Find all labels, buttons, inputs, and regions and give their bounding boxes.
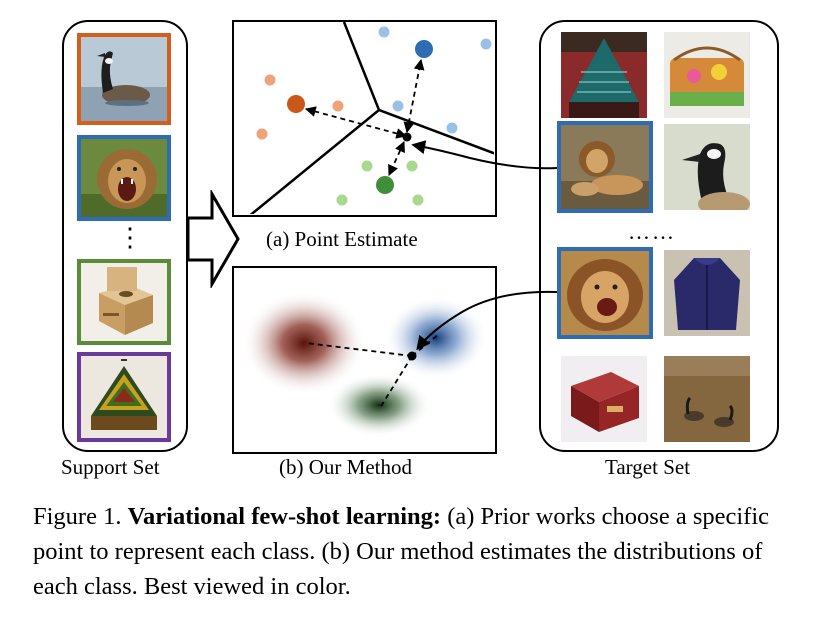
target-image-red-box (561, 356, 647, 442)
green-class-distribution (327, 373, 431, 437)
decision-boundary (248, 109, 380, 215)
blue-sample-point (480, 38, 492, 50)
red-box-photo-icon (561, 356, 647, 442)
figure-caption: Figure 1. Variational few-shot learning:… (33, 499, 813, 604)
target-image-lion-face (557, 247, 653, 339)
decision-boundary (342, 22, 381, 111)
geese-field-photo-icon (664, 356, 750, 442)
our-method-plot (242, 291, 488, 437)
caption-text: (a) Prior works choose a specific point … (33, 503, 770, 600)
target-image-lions-resting (557, 121, 653, 213)
target-image-blue-jacket (664, 250, 750, 336)
decision-boundary (378, 108, 495, 155)
lions-resting-photo-icon (561, 125, 649, 209)
goose-head-photo-icon (664, 124, 750, 210)
support-image-goose (77, 33, 171, 125)
support-image-poncho (77, 352, 171, 442)
goose-photo-icon (81, 37, 167, 121)
transition-arrow-icon (186, 190, 240, 288)
panel-a-label: (a) Point Estimate (266, 227, 418, 251)
poncho-photo-icon (81, 356, 167, 438)
shit-box-photo-icon (81, 263, 167, 341)
orange-sample-point (332, 100, 344, 112)
point-estimate-panel (232, 20, 497, 217)
orange-sample-point (256, 128, 268, 140)
blue-class-prototype (415, 40, 433, 58)
brown-class-distribution (242, 291, 366, 395)
support-set-label: Support Set (61, 455, 160, 479)
support-vertical-ellipsis: ⋮ (117, 223, 145, 252)
orange-sample-point (264, 74, 276, 86)
green-sample-point (406, 160, 418, 172)
green-sample-point (336, 194, 348, 206)
green-class-prototype (376, 176, 394, 194)
green-sample-point (361, 160, 373, 172)
target-horizontal-ellipsis: …… (628, 219, 676, 244)
blue-class-distribution (384, 296, 488, 380)
our-method-panel (232, 266, 497, 454)
query-point (407, 351, 417, 361)
target-image-geese-field (664, 356, 750, 442)
target-image-poncho (561, 32, 647, 118)
orange-class-prototype (287, 95, 305, 113)
poncho-photo-icon (561, 32, 647, 118)
lion-roaring-photo-icon (81, 139, 167, 217)
caption-bold-title: Variational few-shot learning: (127, 503, 442, 530)
support-image-box (77, 259, 171, 345)
blue-sample-point (392, 100, 404, 112)
lion-face-photo-icon (561, 251, 649, 335)
caption-prefix: Figure 1. (33, 503, 128, 530)
query-point (402, 132, 412, 142)
blue-sample-point (446, 122, 458, 134)
target-set-label: Target Set (605, 455, 691, 479)
blue-jacket-photo-icon (664, 250, 750, 336)
green-sample-point (412, 194, 424, 206)
target-image-goose-head (664, 124, 750, 210)
decorated-box-photo-icon (664, 32, 750, 118)
blue-sample-point (378, 26, 390, 38)
support-image-lion (77, 135, 171, 221)
target-image-decorated-box (664, 32, 750, 118)
panel-b-label: (b) Our Method (279, 455, 412, 479)
point-estimate-plot (248, 22, 495, 215)
